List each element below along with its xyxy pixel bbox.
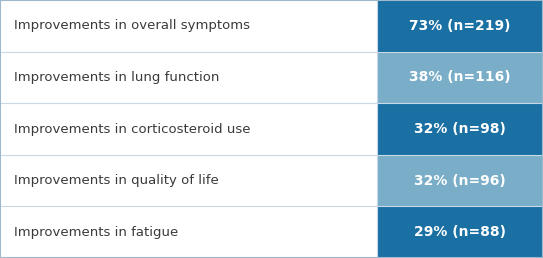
Text: Improvements in overall symptoms: Improvements in overall symptoms [14, 19, 250, 32]
Text: 32% (n=96): 32% (n=96) [414, 174, 506, 188]
Bar [0, 155, 377, 206]
Text: Improvements in corticosteroid use: Improvements in corticosteroid use [14, 123, 250, 135]
Bar [0, 103, 377, 155]
Text: Improvements in quality of life: Improvements in quality of life [14, 174, 218, 187]
Text: 73% (n=219): 73% (n=219) [409, 19, 511, 33]
Bar [0, 52, 377, 103]
Bar [377, 52, 543, 103]
Text: Improvements in fatigue: Improvements in fatigue [14, 226, 178, 239]
Text: 32% (n=98): 32% (n=98) [414, 122, 506, 136]
Text: 38% (n=116): 38% (n=116) [409, 70, 511, 84]
Text: 29% (n=88): 29% (n=88) [414, 225, 506, 239]
Bar [377, 155, 543, 206]
Bar [377, 0, 543, 52]
Bar [0, 206, 377, 258]
Text: Improvements in lung function: Improvements in lung function [14, 71, 219, 84]
Bar [377, 206, 543, 258]
Bar [0, 0, 377, 52]
Bar [377, 103, 543, 155]
